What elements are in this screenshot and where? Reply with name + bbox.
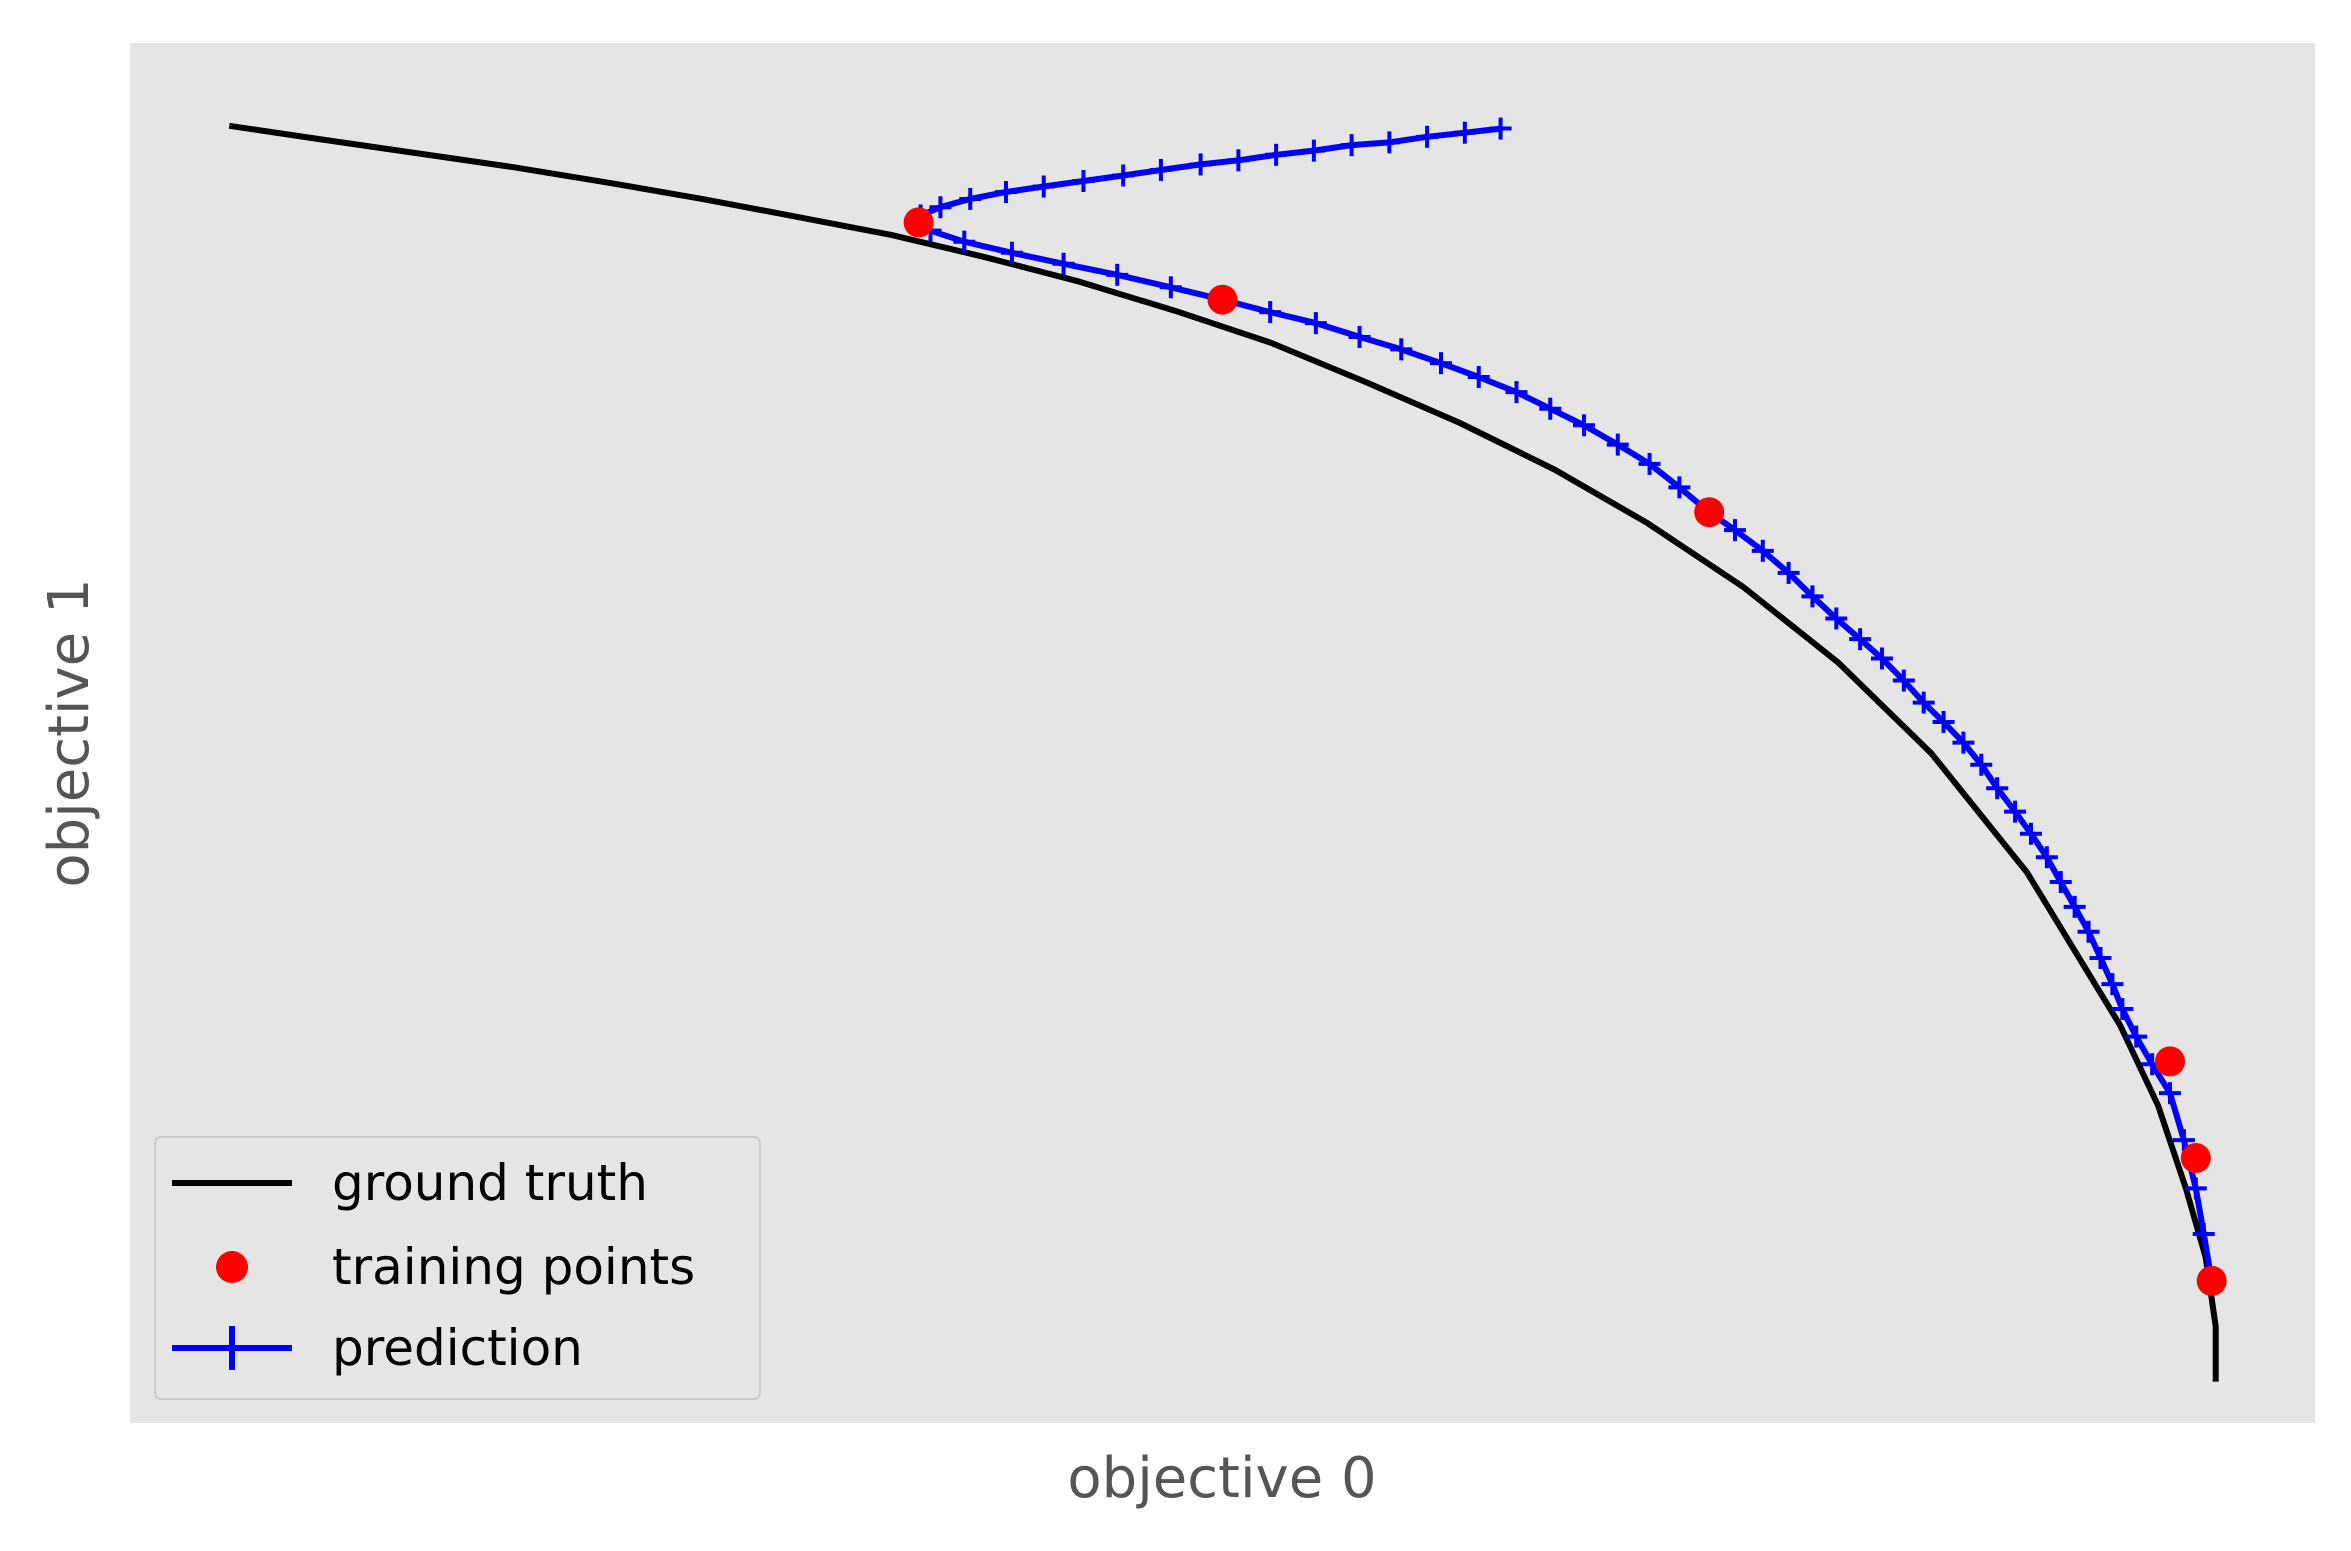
series-layer: [228, 117, 2227, 1382]
prediction-marker: [1505, 381, 1528, 404]
prediction-marker: [2184, 1177, 2207, 1200]
prediction-marker: [2192, 1222, 2215, 1245]
legend-label-ground-truth: ground truth: [332, 1154, 648, 1212]
prediction-marker: [2089, 946, 2112, 969]
prediction-marker: [1032, 175, 1055, 198]
prediction-marker: [1606, 433, 1629, 456]
prediction-marker: [1849, 628, 1872, 651]
prediction-marker: [1723, 519, 1746, 542]
prediction-marker: [1304, 312, 1327, 335]
prediction-marker: [1149, 158, 1172, 181]
prediction-marker: [1265, 143, 1288, 166]
training-point: [2196, 1265, 2227, 1296]
training-point: [1694, 497, 1725, 528]
prediction-marker: [1638, 452, 1661, 475]
prediction-marker: [2101, 973, 2124, 996]
prediction-marker: [1106, 263, 1129, 286]
prediction-marker: [1751, 539, 1774, 562]
prediction-marker: [1052, 252, 1075, 275]
prediction-marker: [2049, 871, 2072, 894]
prediction-marker: [1227, 149, 1250, 172]
prediction-marker: [994, 181, 1017, 204]
prediction-marker: [929, 196, 952, 219]
prediction-marker: [1870, 647, 1893, 670]
prediction-marker: [1986, 777, 2009, 800]
legend-swatch-training-points: [216, 1251, 248, 1283]
training-point: [903, 207, 934, 238]
prediction-marker: [2125, 1025, 2148, 1048]
prediction-marker: [1259, 301, 1282, 324]
prediction-marker: [2004, 800, 2027, 823]
prediction-marker: [1668, 476, 1691, 499]
prediction-marker: [1159, 276, 1182, 299]
prediction-marker: [1932, 710, 1955, 733]
x-axis-label: objective 0: [1067, 1446, 1376, 1511]
prediction-marker: [1378, 131, 1401, 154]
prediction-marker: [2035, 846, 2058, 869]
prediction-marker: [2158, 1082, 2181, 1105]
prediction-marker: [1489, 117, 1512, 140]
prediction-marker: [1539, 397, 1562, 420]
prediction-marker: [1892, 669, 1915, 692]
prediction-marker: [953, 230, 976, 253]
prediction-marker: [1302, 139, 1325, 162]
prediction-marker: [2063, 895, 2086, 918]
prediction-marker: [1825, 607, 1848, 630]
prediction-marker: [2111, 998, 2134, 1020]
prediction-marker: [1390, 338, 1413, 361]
legend-box: [154, 1136, 761, 1400]
prediction-marker: [2172, 1129, 2195, 1152]
legend: ground truth training points prediction: [154, 1136, 761, 1400]
prediction-marker: [1952, 731, 1975, 754]
prediction-marker: [1430, 352, 1452, 375]
prediction-marker: [1801, 585, 1824, 608]
prediction-marker: [1416, 125, 1439, 148]
prediction-marker: [1189, 153, 1212, 176]
prediction-marker: [1340, 134, 1363, 157]
training-point: [1207, 284, 1238, 315]
legend-label-prediction: prediction: [332, 1319, 583, 1377]
training-point: [2155, 1046, 2185, 1077]
prediction-marker: [1348, 325, 1371, 348]
prediction-marker: [1573, 414, 1596, 437]
y-axis-label: objective 1: [37, 578, 102, 887]
ground-truth-line: [228, 122, 2219, 1382]
prediction-marker: [1970, 753, 1993, 776]
prediction-marker: [1000, 241, 1023, 264]
training-point: [2180, 1143, 2211, 1173]
prediction-marker: [959, 187, 982, 210]
prediction-marker: [1112, 164, 1135, 187]
prediction-marker: [2019, 822, 2042, 845]
prediction-marker: [1777, 561, 1800, 584]
prediction-marker: [1453, 121, 1476, 144]
legend-label-training-points: training points: [332, 1238, 695, 1296]
prediction-marker: [1912, 691, 1935, 714]
prediction-marker: [1467, 365, 1490, 388]
prediction-marker: [1072, 170, 1095, 192]
prediction-marker: [2077, 920, 2100, 943]
